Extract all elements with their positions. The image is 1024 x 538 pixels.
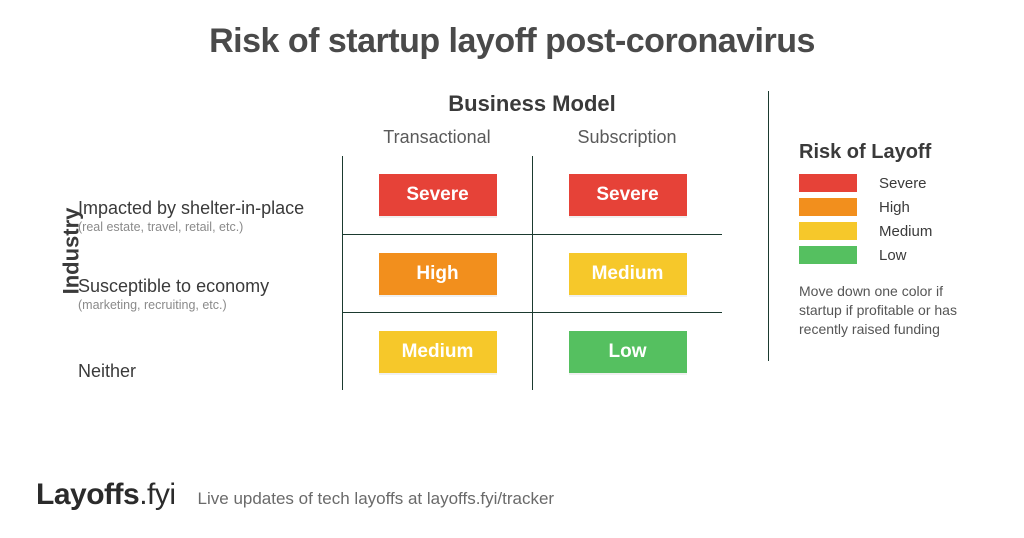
footer: Layoffs.fyi Live updates of tech layoffs…: [36, 478, 554, 512]
risk-badge: Severe: [569, 174, 687, 216]
page-title: Risk of startup layoff post-coronavirus: [0, 0, 1024, 61]
matrix-cell-0-0: Severe: [343, 156, 532, 234]
row-label-secondary: (real estate, travel, retail, etc.): [78, 220, 342, 234]
legend-swatch: [799, 246, 857, 264]
legend-item-high: High: [799, 198, 989, 216]
legend-swatch: [799, 222, 857, 240]
matrix-row: Medium Low: [343, 312, 722, 390]
row-label-secondary: (marketing, recruiting, etc.): [78, 298, 342, 312]
matrix-cell-1-0: High: [343, 235, 532, 312]
footer-tagline: Live updates of tech layoffs at layoffs.…: [198, 489, 555, 509]
row-label-primary: Neither: [78, 361, 342, 382]
legend-label: Low: [879, 247, 907, 264]
legend-label: High: [879, 199, 910, 216]
legend-item-medium: Medium: [799, 222, 989, 240]
legend-item-low: Low: [799, 246, 989, 264]
matrix-grid: Severe Severe High Medium Medium Low: [342, 156, 722, 390]
row-labels: Impacted by shelter-in-place (real estat…: [72, 91, 342, 411]
matrix-cell-1-1: Medium: [532, 235, 722, 312]
matrix-cell-2-0: Medium: [343, 313, 532, 390]
legend-item-severe: Severe: [799, 174, 989, 192]
legend: Risk of Layoff Severe High Medium Low Mo…: [768, 91, 989, 361]
row-label-2: Neither: [72, 333, 342, 411]
legend-label: Medium: [879, 223, 932, 240]
legend-label: Severe: [879, 175, 927, 192]
matrix-cell-2-1: Low: [532, 313, 722, 390]
matrix: Business Model Transactional Subscriptio…: [342, 91, 722, 411]
row-label-0: Impacted by shelter-in-place (real estat…: [72, 177, 342, 255]
legend-note: Move down one color if startup if profit…: [799, 282, 989, 339]
legend-swatch: [799, 198, 857, 216]
matrix-row: High Medium: [343, 234, 722, 312]
risk-badge: Medium: [379, 331, 497, 373]
risk-badge: High: [379, 253, 497, 295]
column-header-0: Transactional: [342, 127, 532, 156]
row-label-primary: Susceptible to economy: [78, 276, 342, 297]
brand-thin: .fyi: [139, 478, 175, 511]
brand-heavy: Layoffs: [36, 478, 139, 511]
row-label-1: Susceptible to economy (marketing, recru…: [72, 255, 342, 333]
industry-axis-label: Industry: [58, 208, 84, 295]
main-content: Industry Impacted by shelter-in-place (r…: [0, 91, 1024, 411]
industry-axis: Industry: [28, 91, 72, 411]
matrix-cell-0-1: Severe: [532, 156, 722, 234]
legend-swatch: [799, 174, 857, 192]
risk-badge: Low: [569, 331, 687, 373]
brand-logo: Layoffs.fyi: [36, 478, 176, 512]
row-label-primary: Impacted by shelter-in-place: [78, 198, 342, 219]
matrix-row: Severe Severe: [343, 156, 722, 234]
column-header-1: Subscription: [532, 127, 722, 156]
column-axis-label: Business Model: [342, 91, 722, 117]
risk-badge: Severe: [379, 174, 497, 216]
legend-title: Risk of Layoff: [799, 141, 989, 164]
risk-badge: Medium: [569, 253, 687, 295]
column-headers: Transactional Subscription: [342, 127, 722, 156]
